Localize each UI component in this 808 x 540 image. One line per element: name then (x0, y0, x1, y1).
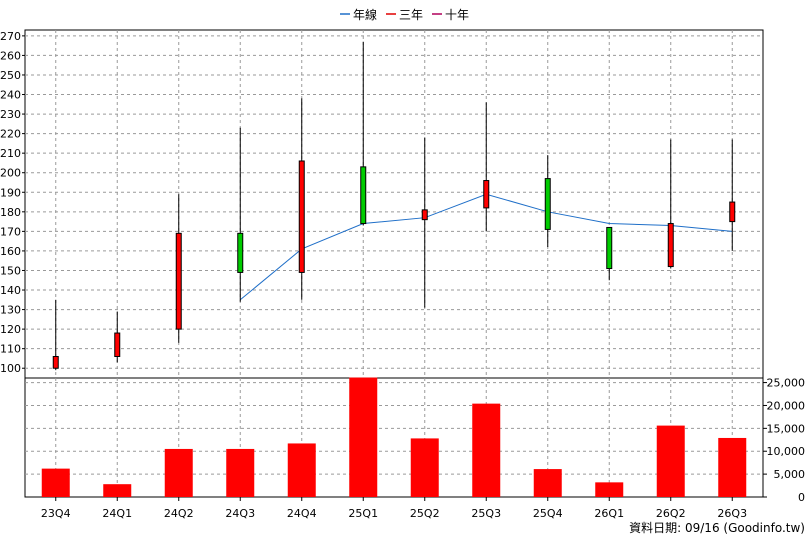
price-tick-label: 260 (0, 49, 21, 62)
x-tick-label: 24Q1 (102, 507, 132, 520)
x-tick-label: 25Q3 (471, 507, 501, 520)
price-tick-label: 210 (0, 147, 21, 160)
price-tick-label: 170 (0, 225, 21, 238)
x-tick-label: 25Q4 (533, 507, 563, 520)
candle-body (52, 355, 59, 369)
candle-body (360, 166, 367, 225)
price-tick-label: 230 (0, 108, 21, 121)
price-tick-label: 180 (0, 206, 21, 219)
volume-bar (103, 484, 132, 497)
price-panel: 100 110 120 130 140 150 160 170 180 190 200 210 220 2… (0, 29, 764, 498)
price-tick-label: 130 (0, 304, 21, 317)
x-tick-label: 24Q2 (164, 507, 194, 520)
candlestick (237, 127, 244, 302)
candlestick (544, 155, 551, 248)
volume-bar (287, 443, 316, 497)
x-tick-label: 24Q3 (225, 507, 255, 520)
candlestick (421, 137, 428, 308)
candlestick (483, 102, 490, 232)
x-tick-label: 25Q1 (348, 507, 378, 520)
price-tick-label: 150 (0, 264, 21, 277)
candlestick (114, 311, 121, 363)
candle-body (667, 223, 674, 268)
legend-item: 三年 (386, 8, 423, 22)
legend-item: 年線 (340, 7, 377, 22)
footer-date-label: 資料日期: 09/16 (Goodinfo.tw) (629, 521, 805, 535)
x-tick-label: 23Q4 (41, 507, 71, 520)
candle-body (237, 232, 244, 273)
price-tick-label: 110 (0, 343, 21, 356)
price-tick-label: 220 (0, 128, 21, 141)
chart-legend: 年線 三年 十年 (340, 7, 469, 22)
x-tick-label: 25Q2 (410, 507, 440, 520)
volume-tick-label: 20,000 (767, 399, 806, 412)
legend-label: 三年 (399, 8, 423, 22)
volume-bar (656, 425, 685, 497)
price-tick-label: 160 (0, 245, 21, 258)
volume-bar (595, 482, 624, 497)
x-tick-label: 26Q2 (656, 507, 686, 520)
candle-body (729, 201, 736, 223)
volume-bar (718, 437, 747, 497)
volume-tick-label: 0 (798, 491, 805, 504)
price-tick-label: 270 (0, 30, 21, 43)
candlestick (52, 299, 59, 371)
volume-bar (472, 403, 501, 497)
candle-body (114, 332, 121, 357)
candle-body (298, 160, 305, 273)
price-tick-label: 190 (0, 186, 21, 199)
candlestick (729, 139, 736, 251)
price-tick-label: 120 (0, 323, 21, 336)
price-tick-label: 240 (0, 89, 21, 102)
price-tick-label: 250 (0, 69, 21, 82)
x-tick-label: 26Q1 (594, 507, 624, 520)
volume-bar (164, 448, 193, 497)
price-tick-label: 200 (0, 167, 21, 180)
x-axis: 23Q4 24Q1 24Q2 24Q3 24Q4 25Q1 25Q2 25Q3 25Q4 26Q1… (41, 497, 747, 520)
volume-tick-label: 25,000 (767, 377, 806, 390)
volume-tick-label: 10,000 (767, 445, 806, 458)
candle-body (606, 226, 613, 270)
volume-tick-label: 15,000 (767, 422, 806, 435)
price-tick-label: 100 (0, 362, 21, 375)
candlestick (175, 194, 182, 343)
legend-label: 十年 (445, 8, 469, 22)
volume-bar (349, 377, 378, 497)
candlestick (298, 98, 305, 300)
legend-item: 十年 (432, 8, 469, 22)
candlestick (360, 41, 367, 226)
x-tick-label: 24Q4 (287, 507, 317, 520)
candlestick (606, 226, 613, 281)
plot-frame (24, 29, 764, 498)
candle-body (483, 180, 490, 209)
candle-body (544, 178, 551, 230)
x-tick-label: 26Q3 (717, 507, 747, 520)
legend-label: 年線 (353, 7, 377, 22)
candlestick (667, 139, 674, 269)
candle-body (175, 232, 182, 330)
candle-body (421, 209, 428, 221)
price-tick-label: 140 (0, 284, 21, 297)
volume-bar (410, 438, 439, 497)
volume-tick-label: 5,000 (774, 468, 806, 481)
volume-bar (533, 469, 562, 497)
volume-bar (41, 468, 70, 497)
volume-bar (226, 448, 255, 497)
volume-panel: 0 5,000 10,000 15,000 20,000 25,000 (25, 377, 805, 504)
